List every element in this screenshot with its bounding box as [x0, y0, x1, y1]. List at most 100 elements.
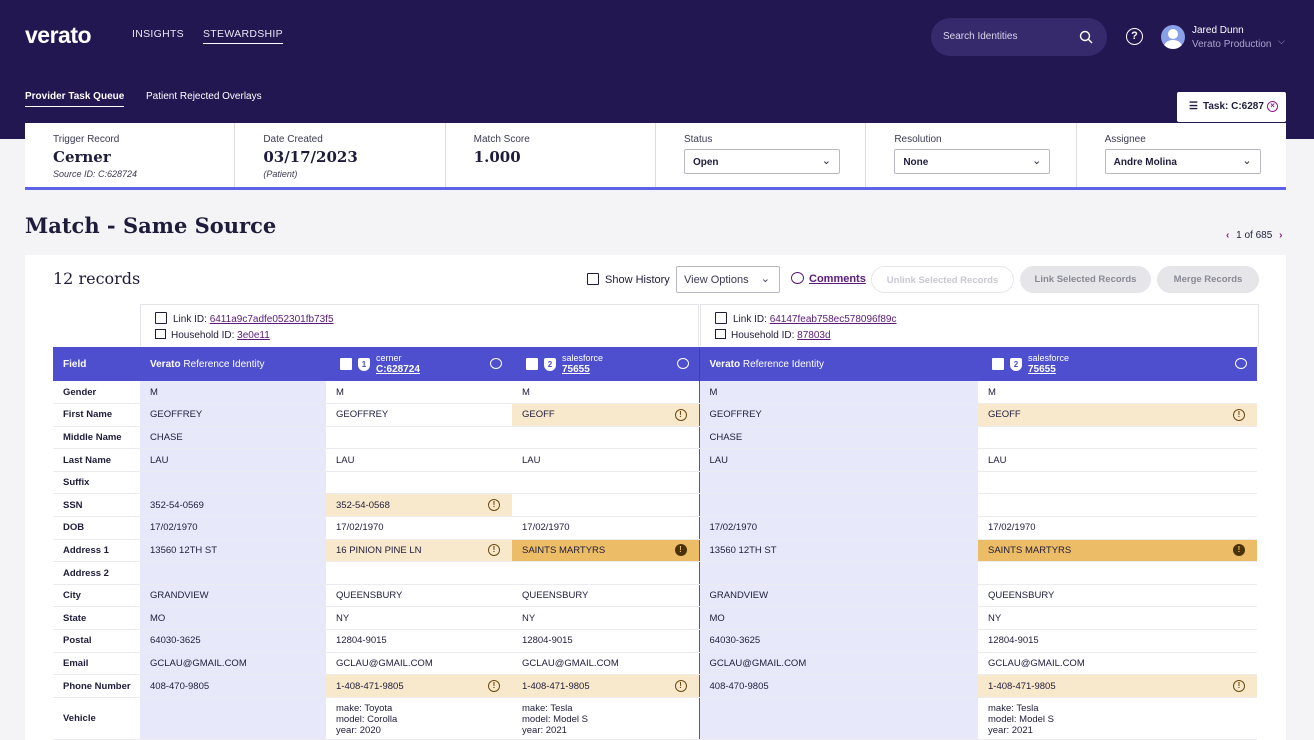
table-cell	[326, 471, 512, 495]
source-header-cerner: 1 cerner C:628724	[326, 347, 512, 381]
warning-icon[interactable]: !	[488, 544, 500, 557]
table-cell: QUEENSBURY	[512, 584, 699, 608]
warning-icon[interactable]: !	[674, 408, 687, 421]
prev-icon[interactable]: ‹	[1226, 230, 1230, 241]
reference-identity-header-2: Verato Reference Identity	[698, 347, 978, 381]
table-cell: CHASE	[698, 426, 978, 450]
warning-icon[interactable]: !	[1233, 544, 1245, 557]
source-id: Source ID: C:628724	[53, 169, 138, 179]
household-id-label: Household ID:	[171, 330, 238, 341]
household-id[interactable]: 87803d	[797, 330, 831, 341]
status-select[interactable]: Open ⌄	[683, 149, 840, 174]
pager: ‹ 1 of 685 ›	[1226, 230, 1282, 241]
search-input[interactable]: Search Identities	[931, 18, 1107, 56]
cell-value: GEOFF	[522, 409, 555, 421]
match-score-value: 1.000	[473, 148, 521, 166]
pager-text: 1 of 685	[1236, 230, 1273, 241]
table-cell: 1-408-471-9805!	[326, 674, 512, 698]
tab-patient-rejected-overlays[interactable]: Patient Rejected Overlays	[146, 91, 262, 102]
warning-icon[interactable]: !	[1233, 680, 1245, 693]
table-cell	[326, 426, 512, 450]
cell-value: 408-470-9805	[150, 680, 210, 692]
field-label: Middle Name	[53, 426, 140, 450]
cell-value: 1-408-471-9805	[522, 680, 590, 692]
cell-value: SAINTS MARTYRS	[988, 544, 1072, 556]
cell-value: QUEENSBURY	[522, 590, 589, 602]
link-selected-button[interactable]: Link Selected Records	[1020, 266, 1151, 293]
checkbox-icon[interactable]	[715, 312, 727, 324]
tab-provider-task-queue[interactable]: Provider Task Queue	[25, 91, 125, 107]
source-id-link[interactable]: 75655	[1028, 364, 1056, 375]
cell-value: CHASE	[150, 431, 183, 443]
resolution-select[interactable]: None ⌄	[894, 149, 1051, 174]
table-cell: make: Toyota model: Corolla year: 2020	[326, 697, 512, 740]
chevron-down-icon[interactable]: ⌵	[1278, 36, 1285, 46]
merge-records-button[interactable]: Merge Records	[1157, 266, 1259, 293]
comment-icon[interactable]	[676, 358, 689, 369]
ref-header-bold: Verato	[709, 358, 741, 370]
field-label: State	[53, 606, 140, 631]
table-cell: 408-470-9805	[698, 674, 978, 698]
link-id[interactable]: 6411a9c7adfe052301fb73f5	[209, 314, 334, 325]
table-row: Gender M M M M M	[53, 381, 1257, 405]
cell-value: GCLAU@GMAIL.COM	[988, 657, 1085, 669]
table-cell: GEOFF!	[512, 403, 699, 427]
user-org[interactable]: Verato Production	[1192, 39, 1272, 50]
cell-value: 1-408-471-9805	[336, 680, 404, 692]
table-cell	[140, 697, 326, 740]
nav-stewardship[interactable]: STEWARDSHIP	[203, 28, 283, 44]
checkbox-icon[interactable]	[992, 358, 1004, 370]
show-history-checkbox[interactable]: Show History	[587, 273, 670, 286]
checkbox-icon[interactable]	[155, 312, 167, 324]
source-id-link[interactable]: 75655	[562, 364, 590, 375]
table-cell: MO	[698, 606, 978, 631]
comments-button[interactable]: Comments	[791, 272, 866, 285]
warning-icon[interactable]: !	[488, 499, 500, 512]
warning-icon[interactable]: !	[488, 680, 500, 693]
verato-logo[interactable]: verato	[25, 22, 92, 48]
checkbox-icon[interactable]	[526, 358, 538, 370]
assignee-select[interactable]: Andre Molina ⌄	[1104, 149, 1261, 174]
warning-icon[interactable]: !	[674, 680, 687, 693]
chevron-down-icon: ⌄	[1032, 155, 1042, 167]
cell-value: GRANDVIEW	[150, 590, 209, 602]
table-cell: LAU	[698, 448, 978, 472]
close-icon[interactable]: ×	[1267, 101, 1278, 112]
table-cell: 17/02/1970	[978, 516, 1257, 540]
cell-value: NY	[336, 612, 350, 624]
table-cell: 1-408-471-9805!	[978, 674, 1257, 698]
view-options-select[interactable]: View Options ⌄	[676, 266, 780, 293]
avatar[interactable]	[1161, 25, 1185, 49]
unlink-selected-button[interactable]: Unlink Selected Records	[871, 266, 1014, 293]
checkbox-icon[interactable]	[587, 273, 599, 285]
table-cell: NY	[512, 606, 699, 631]
table-cell	[512, 471, 699, 495]
source-id-link[interactable]: C:628724	[376, 364, 420, 375]
table-cell: 12804-9015	[978, 629, 1257, 653]
table-cell	[326, 561, 512, 585]
ref-header-rest: Reference Identity	[180, 358, 265, 370]
user-name[interactable]: Jared Dunn	[1192, 25, 1244, 36]
household-id[interactable]: 3e0e11	[237, 330, 270, 341]
task-chip[interactable]: ☰ Task: C:6287 ×	[1177, 92, 1286, 122]
table-cell	[698, 471, 978, 495]
top-bar: verato INSIGHTS STEWARDSHIP Search Ident…	[0, 0, 1314, 139]
warning-icon[interactable]: !	[674, 544, 687, 557]
comment-icon[interactable]	[490, 358, 502, 369]
checkbox-icon[interactable]	[340, 358, 352, 370]
table-cell: make: Tesla model: Model S year: 2021	[512, 697, 699, 740]
link-id[interactable]: 64147feab758ec578096f89c	[769, 314, 897, 325]
cell-value: LAU	[522, 454, 541, 466]
table-cell	[512, 426, 699, 450]
table-cell: 17/02/1970	[140, 516, 326, 540]
source-name: salesforce	[1028, 353, 1070, 363]
cell-value: GEOFFREY	[709, 409, 762, 421]
cell-value: GCLAU@GMAIL.COM	[709, 657, 807, 669]
chevron-down-icon: ⌄	[1242, 155, 1252, 167]
nav-insights[interactable]: INSIGHTS	[132, 28, 184, 40]
help-icon[interactable]: ?	[1126, 28, 1143, 45]
comment-icon[interactable]	[1235, 358, 1247, 369]
warning-icon[interactable]: !	[1233, 408, 1245, 421]
next-icon[interactable]: ›	[1279, 230, 1283, 241]
table-cell: 408-470-9805	[140, 674, 326, 698]
